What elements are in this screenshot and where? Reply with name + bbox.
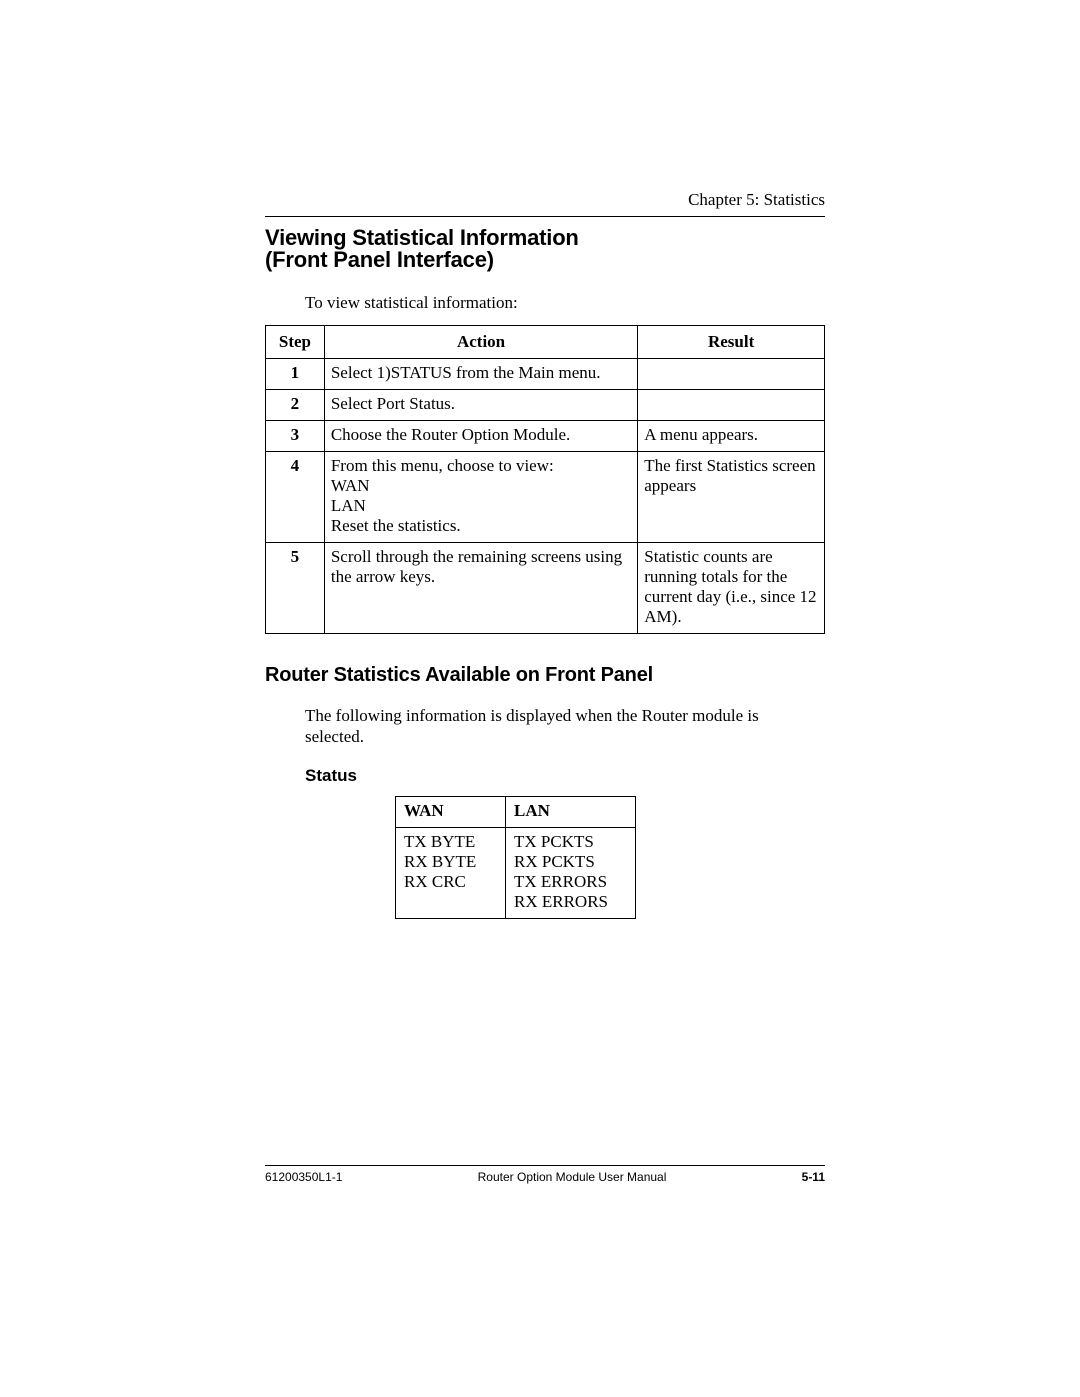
cell-action: Select 1)STATUS from the Main menu. <box>324 359 637 390</box>
footer-rule <box>265 1165 825 1166</box>
cell-action: Scroll through the remaining screens usi… <box>324 543 637 634</box>
heading-3: Status <box>305 766 825 786</box>
col-step: Step <box>266 326 325 359</box>
cell-action: Choose the Router Option Module. <box>324 421 637 452</box>
heading-2: Router Statistics Available on Front Pan… <box>265 664 825 687</box>
cell-step: 2 <box>266 390 325 421</box>
heading-1-line2: (Front Panel Interface) <box>265 247 494 272</box>
status-table: WAN LAN TX BYTE RX BYTE RX CRC TX PCKTS … <box>395 796 636 919</box>
col-lan: LAN <box>506 796 636 827</box>
footer-doc-id: 61200350L1-1 <box>265 1170 342 1184</box>
cell-lan: TX PCKTS RX PCKTS TX ERRORS RX ERRORS <box>506 827 636 918</box>
cell-step: 3 <box>266 421 325 452</box>
cell-step: 4 <box>266 452 325 543</box>
table-row: 1 Select 1)STATUS from the Main menu. <box>266 359 825 390</box>
col-action: Action <box>324 326 637 359</box>
cell-result: Statistic counts are running totals for … <box>638 543 825 634</box>
intro-text: To view statistical information: <box>305 293 825 313</box>
heading-1: Viewing Statistical Information (Front P… <box>265 227 825 271</box>
col-wan: WAN <box>396 796 506 827</box>
table-row: 3 Choose the Router Option Module. A men… <box>266 421 825 452</box>
cell-step: 5 <box>266 543 325 634</box>
cell-result: The first Statistics screen appears <box>638 452 825 543</box>
table-row: 4 From this menu, choose to view: WAN LA… <box>266 452 825 543</box>
steps-table: Step Action Result 1 Select 1)STATUS fro… <box>265 325 825 634</box>
cell-result: A menu appears. <box>638 421 825 452</box>
header-rule <box>265 216 825 217</box>
footer-row: 61200350L1-1 Router Option Module User M… <box>265 1170 825 1184</box>
table-row: 2 Select Port Status. <box>266 390 825 421</box>
table-row: 5 Scroll through the remaining screens u… <box>266 543 825 634</box>
status-header-row: WAN LAN <box>396 796 636 827</box>
page-footer: 61200350L1-1 Router Option Module User M… <box>265 1165 825 1184</box>
content-area: Chapter 5: Statistics Viewing Statistica… <box>265 190 825 919</box>
cell-action: Select Port Status. <box>324 390 637 421</box>
footer-page-num: 5-11 <box>802 1170 825 1184</box>
cell-wan: TX BYTE RX BYTE RX CRC <box>396 827 506 918</box>
table-header-row: Step Action Result <box>266 326 825 359</box>
page: Chapter 5: Statistics Viewing Statistica… <box>0 0 1080 1397</box>
chapter-label: Chapter 5: Statistics <box>265 190 825 210</box>
cell-result <box>638 390 825 421</box>
footer-title: Router Option Module User Manual <box>342 1170 801 1184</box>
status-row: TX BYTE RX BYTE RX CRC TX PCKTS RX PCKTS… <box>396 827 636 918</box>
body-text: The following information is displayed w… <box>305 705 785 748</box>
cell-step: 1 <box>266 359 325 390</box>
cell-result <box>638 359 825 390</box>
cell-action: From this menu, choose to view: WAN LAN … <box>324 452 637 543</box>
col-result: Result <box>638 326 825 359</box>
